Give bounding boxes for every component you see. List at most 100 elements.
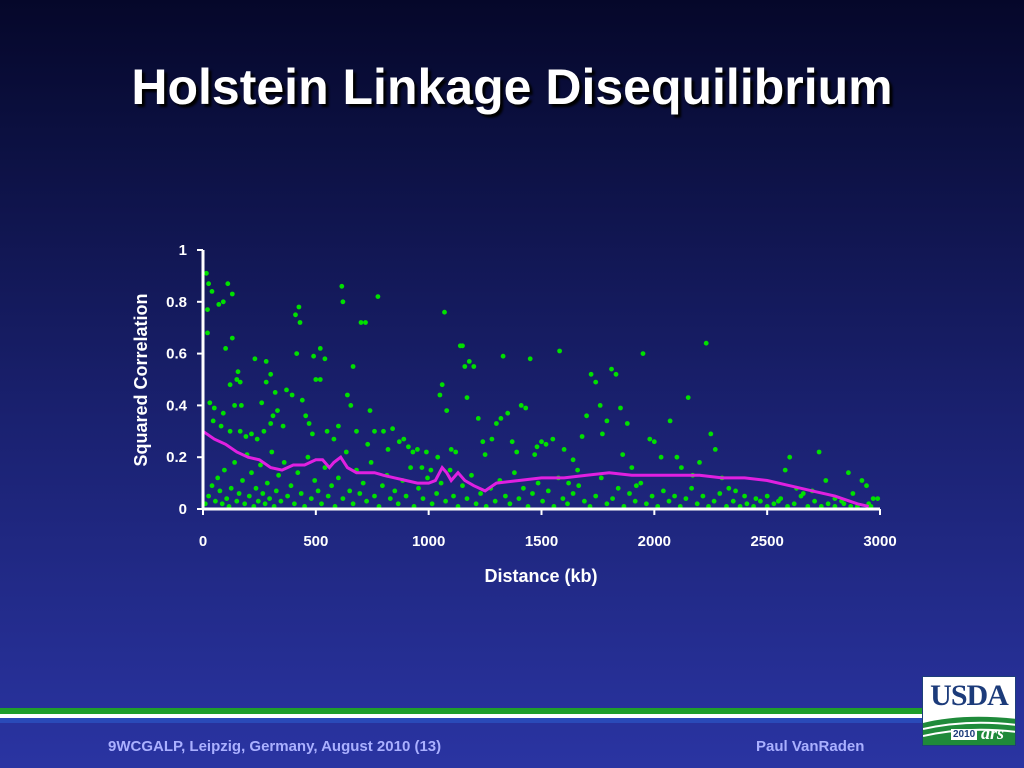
data-point — [292, 501, 297, 507]
data-point — [609, 366, 614, 372]
data-point — [385, 447, 391, 452]
data-point — [322, 465, 328, 470]
data-point — [319, 501, 324, 507]
data-point — [217, 488, 223, 494]
data-point — [492, 498, 498, 504]
data-point — [239, 403, 244, 408]
data-point — [613, 371, 619, 377]
data-point — [540, 498, 545, 504]
data-point — [216, 302, 222, 307]
data-point — [582, 498, 587, 504]
data-point — [618, 405, 623, 411]
data-point — [285, 493, 290, 499]
data-point — [744, 501, 750, 507]
data-point — [322, 356, 328, 362]
data-point — [270, 413, 276, 419]
data-point — [629, 465, 635, 470]
data-point — [717, 491, 723, 496]
data-point — [268, 371, 274, 377]
data-point — [498, 416, 504, 421]
data-point — [846, 470, 851, 476]
data-point — [336, 423, 341, 429]
data-point — [268, 421, 274, 426]
data-point — [381, 428, 386, 434]
data-point — [442, 309, 447, 315]
data-point — [295, 470, 301, 476]
data-point — [380, 483, 385, 489]
data-point — [220, 299, 226, 305]
data-point — [689, 485, 694, 491]
footer-conference: 9WCGALP, Leipzig, Germany, August 2010 (… — [108, 738, 442, 755]
data-point — [875, 496, 881, 501]
data-point — [229, 335, 235, 341]
trend-curve — [202, 430, 870, 508]
data-point — [207, 400, 213, 406]
data-point — [209, 289, 215, 294]
data-point — [588, 371, 594, 377]
data-point — [535, 480, 541, 486]
data-point — [742, 493, 747, 499]
data-point — [311, 353, 316, 359]
data-point — [823, 478, 829, 483]
data-point — [443, 498, 448, 504]
data-point — [632, 498, 638, 504]
data-point — [550, 436, 556, 442]
data-point — [503, 493, 508, 499]
data-point — [640, 351, 646, 356]
data-point — [570, 491, 576, 496]
footer-author: Paul VanRaden — [756, 738, 865, 755]
data-point — [764, 493, 770, 499]
data-point — [205, 330, 210, 336]
data-point — [261, 428, 267, 434]
data-point — [439, 382, 445, 388]
data-point — [242, 501, 248, 507]
data-point — [249, 431, 254, 437]
data-point — [753, 496, 759, 501]
data-point — [864, 483, 869, 489]
data-point — [246, 493, 252, 499]
data-point — [213, 498, 218, 504]
data-point — [448, 447, 454, 452]
x-tick-label: 1500 — [525, 533, 558, 550]
data-point — [367, 408, 373, 413]
data-point — [234, 377, 240, 382]
data-point — [329, 483, 334, 489]
data-point — [408, 465, 413, 470]
data-point — [262, 501, 268, 507]
data-point — [566, 480, 571, 486]
data-point — [210, 418, 216, 424]
data-point — [227, 382, 233, 388]
data-point — [237, 379, 243, 385]
data-point — [758, 498, 763, 504]
footer-stripe-white — [0, 714, 922, 718]
data-point — [278, 498, 284, 504]
data-point — [604, 418, 610, 424]
data-point — [700, 493, 706, 499]
usda-logo-ars: ars — [981, 723, 1005, 743]
footer-stripe-green — [0, 708, 922, 714]
data-point — [419, 465, 425, 470]
data-point — [620, 452, 626, 457]
data-point — [401, 436, 407, 442]
data-point — [348, 403, 354, 408]
data-point — [209, 483, 215, 489]
data-point — [604, 501, 610, 507]
x-tick-label: 0 — [199, 533, 207, 550]
data-point — [403, 493, 409, 499]
x-axis-label: Distance (kb) — [484, 566, 597, 586]
data-point — [347, 488, 353, 494]
data-point — [272, 390, 278, 395]
data-point — [263, 379, 269, 385]
usda-logo-year: 2010 — [951, 729, 978, 740]
data-point — [360, 480, 366, 486]
data-point — [229, 291, 235, 297]
data-point — [494, 421, 499, 426]
data-point — [530, 491, 535, 496]
data-point — [339, 283, 345, 289]
data-point — [258, 462, 263, 468]
data-point — [232, 460, 238, 465]
data-point — [482, 452, 488, 457]
data-point — [350, 501, 356, 507]
data-point — [703, 340, 709, 346]
